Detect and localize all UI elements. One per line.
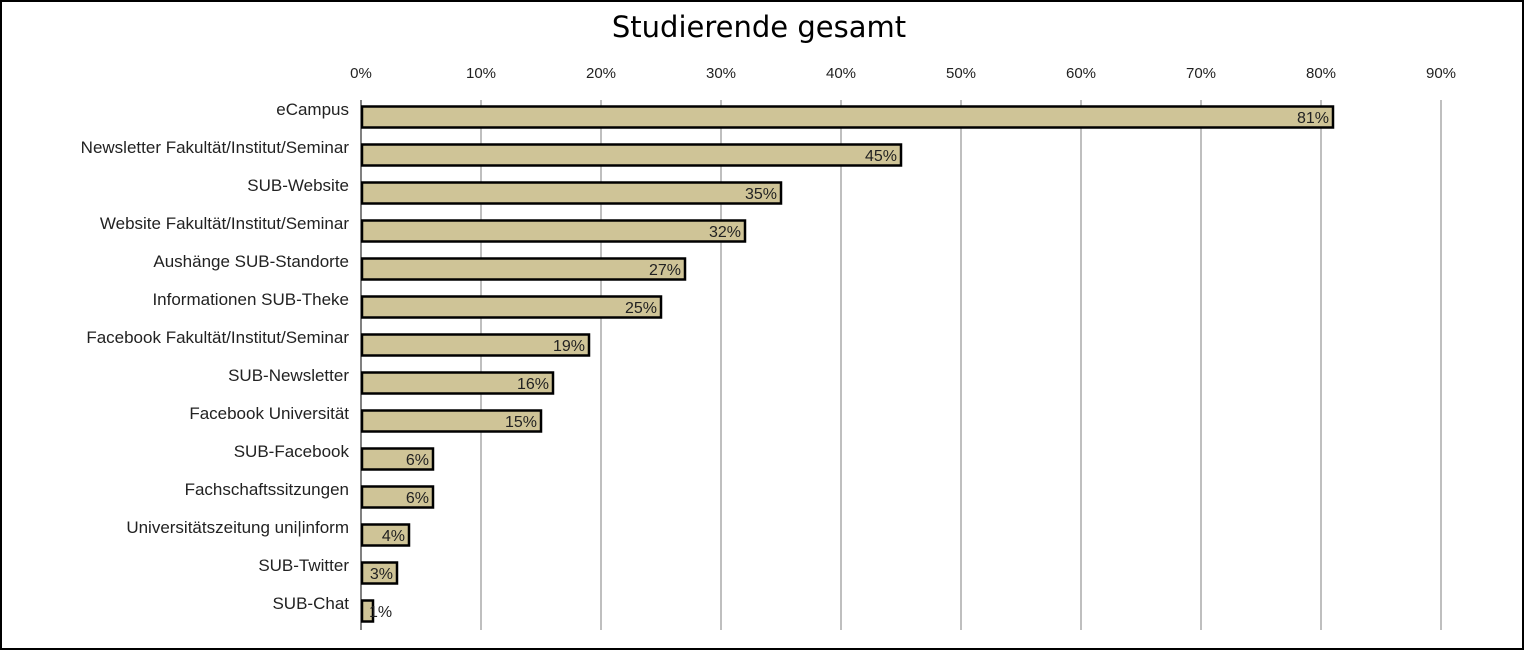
data-label: 45% xyxy=(865,148,897,165)
bar xyxy=(360,523,411,547)
bar xyxy=(360,257,687,281)
x-tick-label: 90% xyxy=(1426,65,1456,82)
bar xyxy=(360,409,543,433)
data-label: 16% xyxy=(517,376,549,393)
data-label: 1% xyxy=(369,604,392,621)
bar xyxy=(360,371,555,395)
x-tick-label: 30% xyxy=(706,65,736,82)
category-label: Facebook Universität xyxy=(189,404,349,423)
bar xyxy=(360,561,399,585)
x-tick-label: 40% xyxy=(826,65,856,82)
category-label: SUB-Facebook xyxy=(234,442,350,461)
bar xyxy=(360,599,375,623)
category-label: Website Fakultät/Institut/Seminar xyxy=(100,214,349,233)
data-label: 25% xyxy=(625,300,657,317)
bar xyxy=(360,447,435,471)
bar xyxy=(360,181,783,205)
category-label: Facebook Fakultät/Institut/Seminar xyxy=(86,328,349,347)
x-tick-label: 0% xyxy=(350,65,372,82)
data-label: 6% xyxy=(406,452,429,469)
data-label: 32% xyxy=(709,224,741,241)
data-label: 35% xyxy=(745,186,777,203)
bar xyxy=(360,333,591,357)
category-label: SUB-Chat xyxy=(272,594,349,613)
data-label: 3% xyxy=(370,566,393,583)
category-label: SUB-Newsletter xyxy=(228,366,349,385)
bar xyxy=(360,105,1335,129)
data-label: 6% xyxy=(406,490,429,507)
data-label: 15% xyxy=(505,414,537,431)
category-label: Universitätszeitung uni|inform xyxy=(126,518,349,537)
x-tick-label: 20% xyxy=(586,65,616,82)
x-tick-label: 10% xyxy=(466,65,496,82)
category-label: Informationen SUB-Theke xyxy=(152,290,349,309)
x-tick-label: 70% xyxy=(1186,65,1216,82)
bar xyxy=(360,485,435,509)
category-label: SUB-Website xyxy=(247,176,349,195)
bar xyxy=(360,295,663,319)
bar xyxy=(360,143,903,167)
x-tick-label: 50% xyxy=(946,65,976,82)
chart-title: Studierende gesamt xyxy=(611,10,907,44)
data-label: 81% xyxy=(1297,110,1329,127)
category-label: Aushänge SUB-Standorte xyxy=(153,252,349,271)
category-label: SUB-Twitter xyxy=(258,556,349,575)
category-label: Fachschaftssitzungen xyxy=(185,480,349,499)
x-tick-label: 80% xyxy=(1306,65,1336,82)
x-tick-label: 60% xyxy=(1066,65,1096,82)
data-label: 19% xyxy=(553,338,585,355)
bar xyxy=(360,219,747,243)
data-label: 4% xyxy=(382,528,405,545)
category-label: Newsletter Fakultät/Institut/Seminar xyxy=(81,138,350,157)
data-label: 27% xyxy=(649,262,681,279)
category-label: eCampus xyxy=(276,100,349,119)
